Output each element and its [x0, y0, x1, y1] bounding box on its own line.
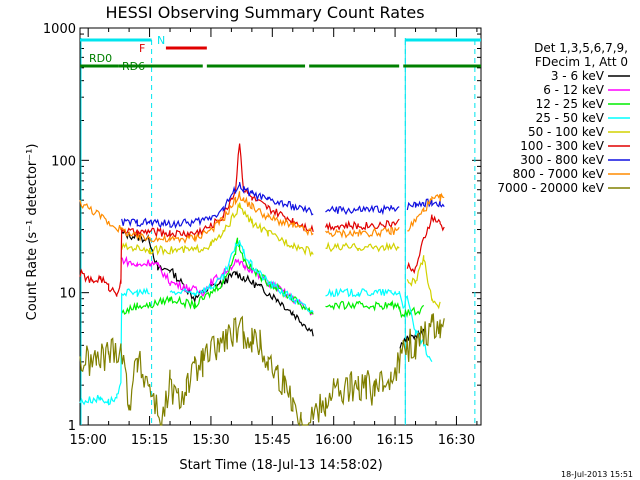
- legend-label: 25 - 50 keV: [536, 111, 605, 125]
- y-axis-label: Count Rate (s⁻¹ detector⁻¹): [25, 144, 40, 321]
- x-tick-label: 16:15: [376, 433, 413, 448]
- y-tick-label: 1: [68, 419, 76, 434]
- x-tick-label: 16:00: [315, 433, 352, 448]
- series-line-7: [79, 191, 445, 244]
- legend-label: 7000 - 20000 keV: [497, 181, 604, 195]
- series-line-3: [79, 240, 433, 406]
- y-tick-label: 10: [59, 287, 76, 302]
- legend-label: 300 - 800 keV: [520, 153, 604, 167]
- legend-label: 50 - 100 keV: [528, 125, 605, 139]
- flag-label-rd0: RD0: [89, 52, 112, 65]
- x-tick-label: 15:15: [131, 433, 168, 448]
- series-line-8: [79, 313, 445, 427]
- x-tick-label: 15:30: [192, 433, 229, 448]
- x-tick-label: 16:30: [438, 433, 475, 448]
- series-line-1: [120, 255, 314, 316]
- series-line-5: [79, 143, 445, 297]
- legend-label: 3 - 6 keV: [551, 69, 605, 83]
- plot-area: 1 10 100 1000 15:00 15:15 15:30 15:45 16:00 16:15…: [43, 22, 482, 448]
- y-tick-label: 1000: [43, 22, 76, 37]
- legend-header-line: Det 1,3,5,6,7,9,: [534, 41, 628, 55]
- plot-frame: [79, 27, 482, 426]
- legend-label: 100 - 300 keV: [520, 139, 604, 153]
- legend-label: 6 - 12 keV: [543, 83, 605, 97]
- legend-header-line: FDecim 1, Att 0: [535, 55, 628, 69]
- series-line-4: [121, 202, 441, 310]
- x-tick-label: 15:45: [254, 433, 291, 448]
- series-line-6: [121, 181, 445, 230]
- flag-label-f: F: [139, 42, 145, 55]
- flag-label-rd6: RD6: [122, 60, 145, 73]
- chart-title: HESSI Observing Summary Count Rates: [105, 3, 424, 22]
- plot-timestamp: 18-Jul-2013 15:51: [561, 470, 633, 479]
- x-tick-label: 15:00: [69, 433, 106, 448]
- y-tick-label: 100: [51, 154, 76, 169]
- legend: Det 1,3,5,6,7,9,FDecim 1, Att 03 - 6 keV…: [497, 41, 630, 195]
- legend-label: 800 - 7000 keV: [513, 167, 605, 181]
- legend-label: 12 - 25 keV: [536, 97, 605, 111]
- x-axis-label: Start Time (18-Jul-13 14:58:02): [179, 458, 382, 473]
- series-line-2: [121, 237, 425, 319]
- flag-label-n: N: [157, 34, 165, 47]
